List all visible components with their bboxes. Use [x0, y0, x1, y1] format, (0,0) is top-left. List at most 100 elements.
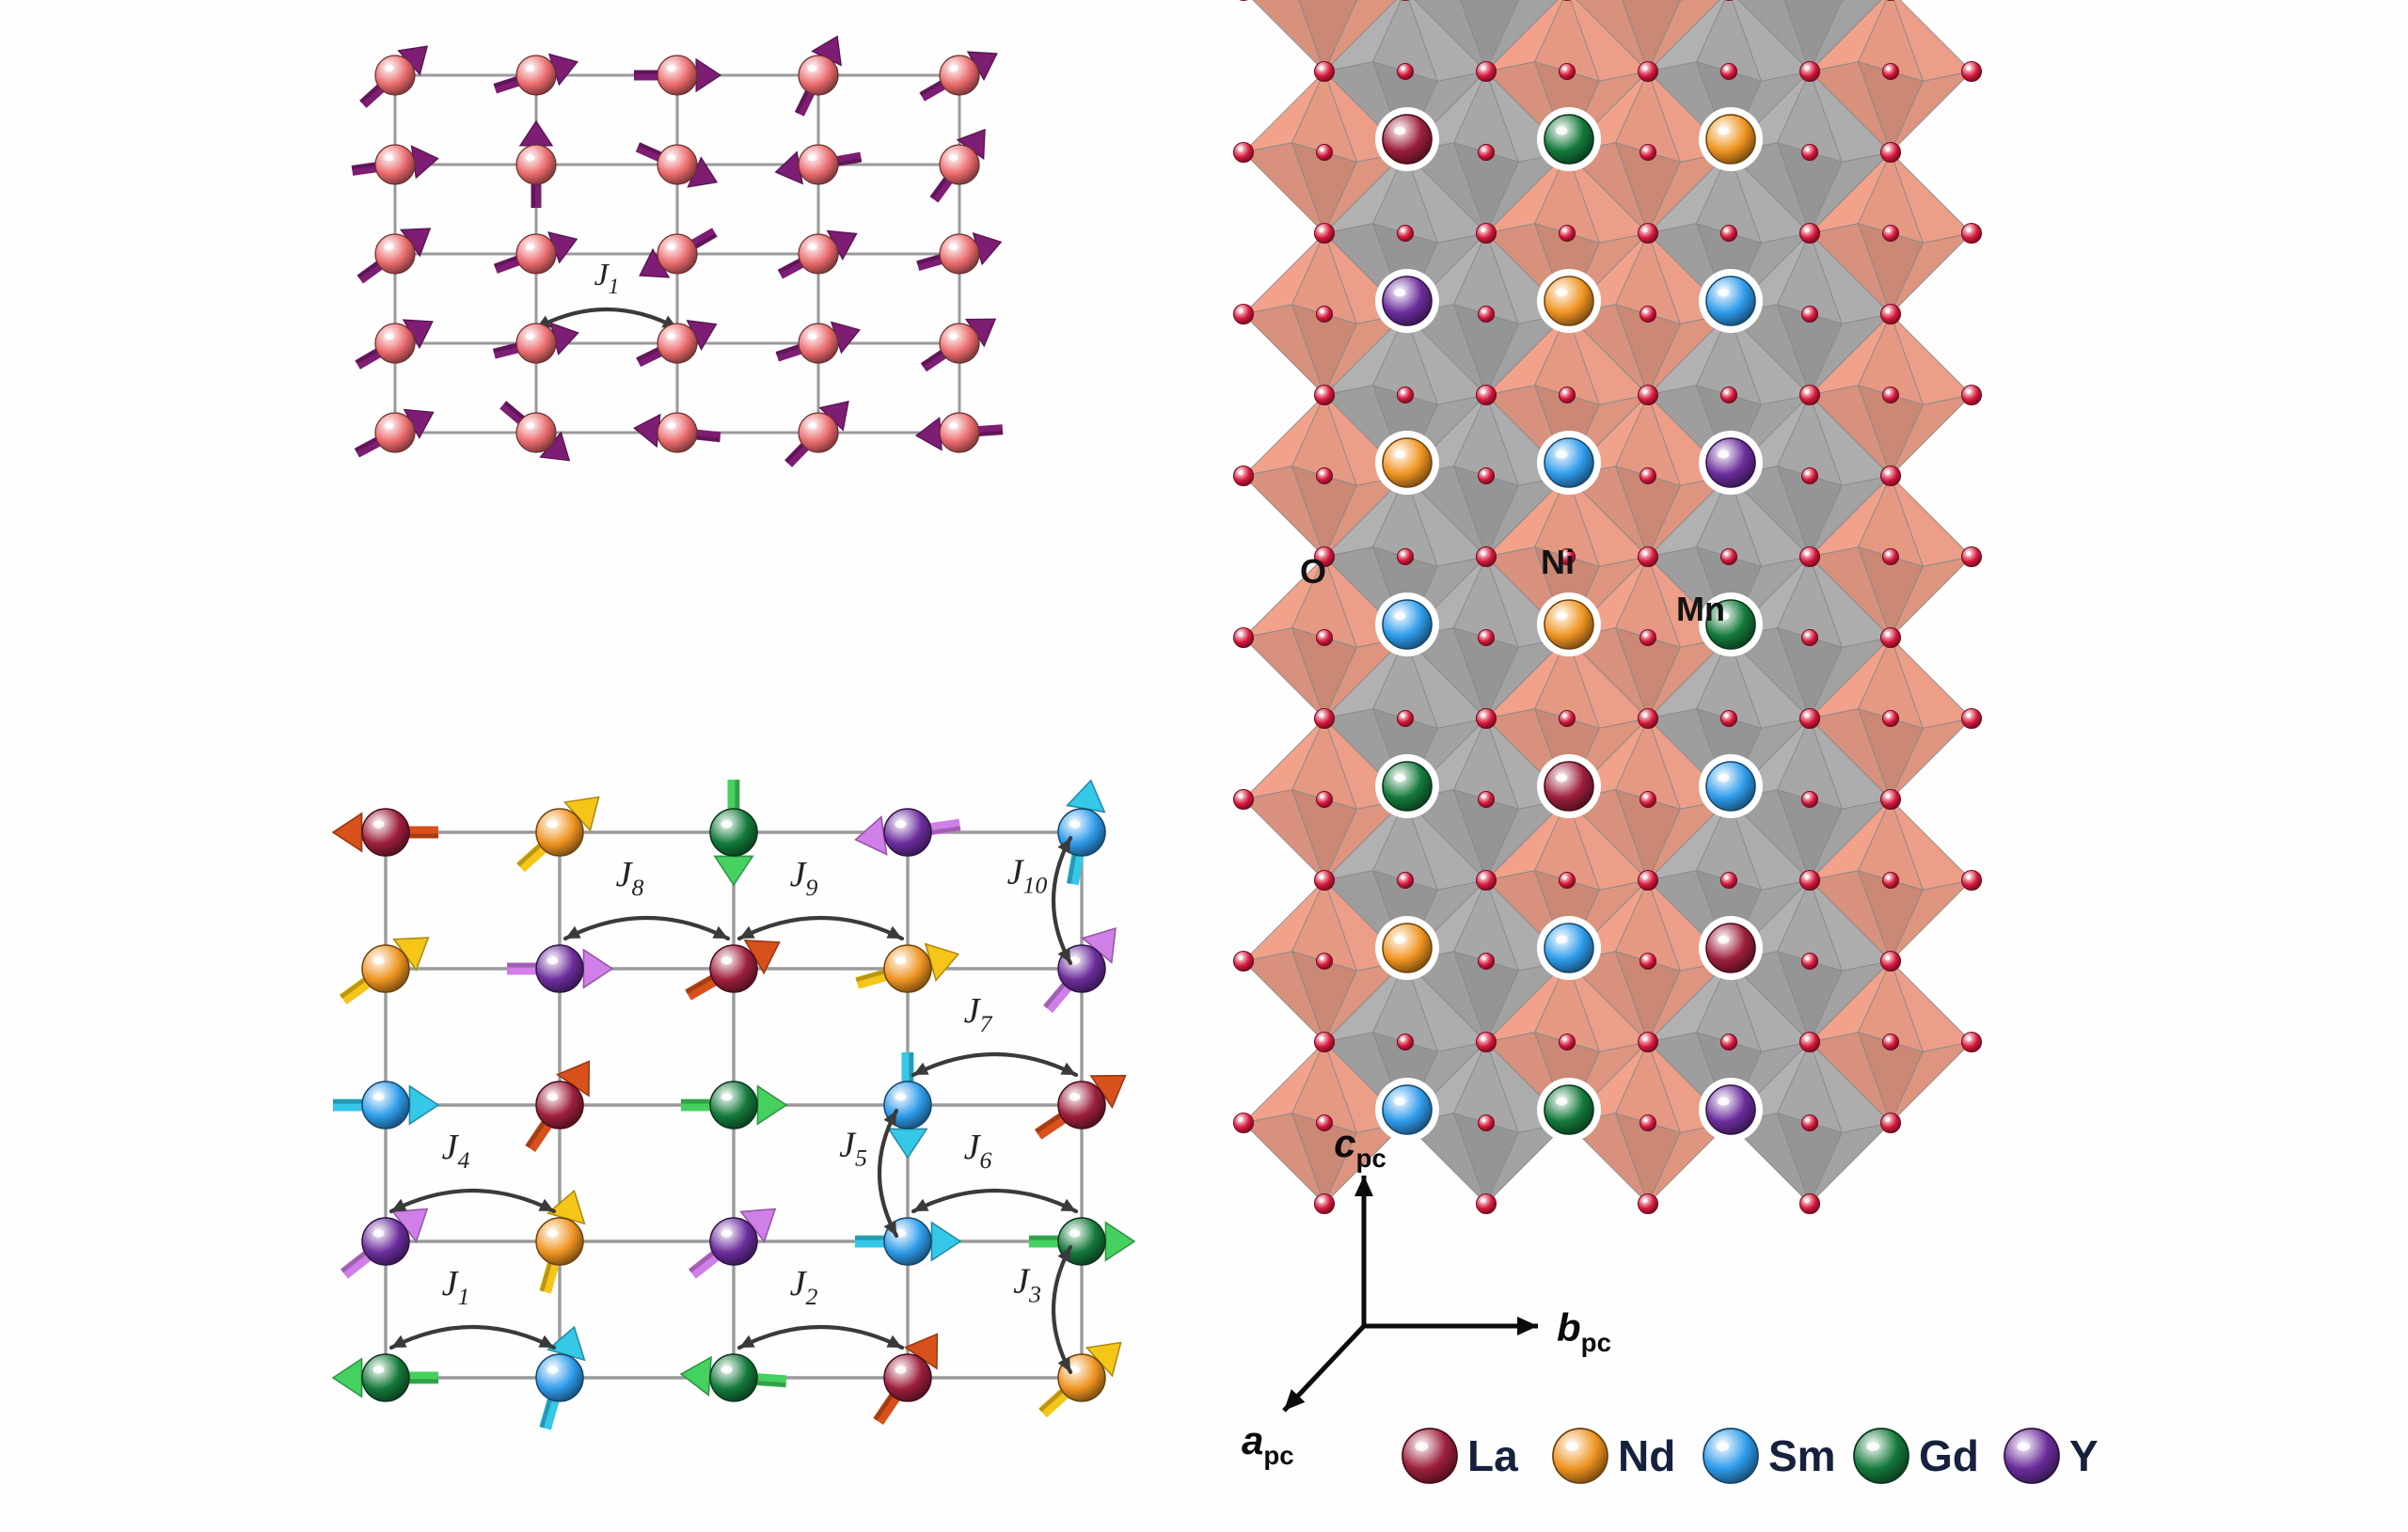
lattice-site-Y-r0c3 [883, 808, 932, 857]
lattice-site-La-r2c1 [535, 1081, 584, 1129]
oxygen-atom-32_1 [1313, 707, 1336, 730]
site-label-Mn: Mn [1676, 590, 1725, 628]
oxygen-atom-15_3 [1960, 222, 1983, 245]
lattice-site-r4c0 [374, 412, 416, 453]
a-site-cation-Nd-r1c1 [1544, 276, 1594, 326]
a-site-cation-Sm-r3c0 [1382, 599, 1433, 650]
exchange-label-J3: J3 [1013, 1262, 1041, 1308]
oxygen-atom-34_4 [1639, 628, 1657, 647]
exchange-arrow-J8 [562, 915, 731, 941]
legend-sphere-Nd [1552, 1428, 1608, 1484]
lattice-site-La-r0c0 [361, 808, 410, 857]
legend-sphere-Gd [1853, 1428, 1909, 1484]
lattice-site-Nd-r3c1 [535, 1217, 584, 1266]
octahedron-Mn-16 [1242, 231, 1407, 397]
lattice-site-r3c3 [798, 323, 839, 364]
lattice-site-Y-r1c1 [535, 944, 584, 993]
lattice-site-r3c1 [515, 323, 557, 364]
axes-svg: cpc bpc apc [1242, 1121, 1611, 1470]
oxygen-atom-58_1 [1637, 1192, 1659, 1215]
legend-label-Sm: Sm [1768, 1431, 1836, 1480]
oxygen-atom-39_4 [1881, 709, 1900, 728]
oxygen-atom-12_4 [1396, 224, 1415, 243]
lattice-site-r2c1 [515, 233, 557, 275]
oxygen-atom-41_1 [1475, 869, 1497, 892]
a-site-cation-Sm-r5c1 [1544, 923, 1594, 973]
a-site-cation-Sm-r6c0 [1382, 1084, 1433, 1135]
a-site-cation-Gd-r0c1 [1544, 114, 1594, 165]
oxygen-atom-15_1 [1879, 303, 1902, 325]
site-label-group: O Ni Mn [1300, 543, 1725, 628]
lattice-site-r0c3 [798, 55, 839, 96]
oxygen-atom-59_4 [1800, 1113, 1819, 1132]
panel-crystal-structure: O Ni Mn [1232, 0, 1983, 1260]
lattice-site-Sm-r2c0 [361, 1081, 410, 1129]
oxygen-atom-20_4 [1396, 386, 1415, 404]
oxygen-atom-51_4 [1800, 952, 1819, 971]
octahedron-Mn-23 [1808, 312, 1973, 478]
oxygen-atom-38_4 [1719, 709, 1738, 728]
lattice-site-Nd-r1c3 [883, 944, 932, 993]
oxygen-atom-55_4 [1881, 1033, 1900, 1051]
a-site-cation-Nd-r5c0 [1382, 923, 1433, 973]
lattice-site-La-r2c4 [1057, 1081, 1106, 1129]
exchange-label-J5: J5 [839, 1126, 867, 1172]
oxygen-atom-46_4 [1719, 871, 1738, 890]
axis-label-c: cpc [1334, 1121, 1386, 1173]
lattice-site-Nd-r0c1 [535, 808, 584, 857]
oxygen-atom-2_1 [1637, 60, 1659, 83]
oxygen-atom-4_4 [1396, 62, 1415, 81]
oxygen-atom-31_1 [1879, 626, 1902, 649]
exchange-label-J9: J9 [790, 855, 818, 901]
a-site-cation-Sm-r2c1 [1544, 437, 1594, 488]
exchange-label-J6: J6 [964, 1128, 992, 1174]
a-site-cation-La-r5c2 [1705, 923, 1756, 973]
lattice-site-Gd-r2c2 [709, 1081, 758, 1129]
oxygen-atom-42_4 [1639, 790, 1657, 809]
oxygen-atom-32_2 [1232, 626, 1255, 649]
oxygen-atom-3_3 [1886, 0, 1895, 2]
oxygen-atom-55_1 [1879, 1112, 1902, 1134]
site-label-O: O [1300, 552, 1326, 591]
oxygen-atom-57_1 [1475, 1192, 1497, 1215]
exchange-label-J1: J1 [442, 1264, 470, 1310]
exchange-arrow-J9 [737, 915, 905, 941]
lattice-site-Sm-r4c1 [535, 1353, 584, 1402]
oxygen-atom-11_1 [1798, 222, 1821, 245]
oxygen-atom-33_1 [1475, 707, 1497, 730]
oxygen-atom-17_1 [1475, 384, 1497, 406]
oxygen-atom-28_4 [1396, 547, 1415, 566]
a-site-cation-Nd-r3c1 [1544, 599, 1594, 650]
oxygen-atom-56_2 [1232, 1112, 1255, 1134]
oxygen-atom-27_1 [1798, 545, 1821, 568]
oxygen-atom-50_4 [1639, 952, 1657, 971]
axes-triad: cpc bpc apc [1242, 1110, 1646, 1470]
legend-sphere-La [1402, 1428, 1458, 1484]
oxygen-atom-41_4 [1477, 790, 1496, 809]
oxygen-atom-16_2 [1232, 303, 1255, 325]
oxygen-atom-3_1 [1798, 60, 1821, 83]
oxygen-atom-8_4 [1315, 143, 1334, 162]
axis-label-a: apc [1242, 1418, 1294, 1470]
oxygen-atom-7_3 [1960, 60, 1983, 83]
lattice-site-Gd-r4c0 [361, 1353, 410, 1402]
lattice-site-r0c0 [374, 55, 416, 96]
exchange-arrow-J7 [911, 1051, 1079, 1078]
oxygen-atom-9_4 [1477, 143, 1496, 162]
a-site-cation-La-r4c1 [1544, 761, 1594, 812]
oxygen-atom-26_4 [1639, 466, 1657, 485]
lattice-site-r4c3 [798, 412, 839, 453]
oxygen-atom-25_1 [1475, 545, 1497, 568]
oxygen-atom-35_4 [1800, 628, 1819, 647]
exchange-arrow-J5 [878, 1108, 899, 1239]
octahedron-Mn-15 [1808, 150, 1973, 316]
octahedra-group [1242, 0, 1973, 1206]
lattice-site-r3c2 [657, 323, 698, 364]
oxygen-atom-0_1 [1313, 60, 1336, 83]
a-site-cation-Y-r2c2 [1705, 437, 1756, 488]
lattice-site-r1c3 [798, 144, 839, 185]
oxygen-atom-10_4 [1639, 143, 1657, 162]
oxygen-atom-7_1 [1879, 141, 1902, 164]
lattice-site-r3c4 [939, 323, 980, 364]
lattice-site-Y-r3c2 [709, 1217, 758, 1266]
